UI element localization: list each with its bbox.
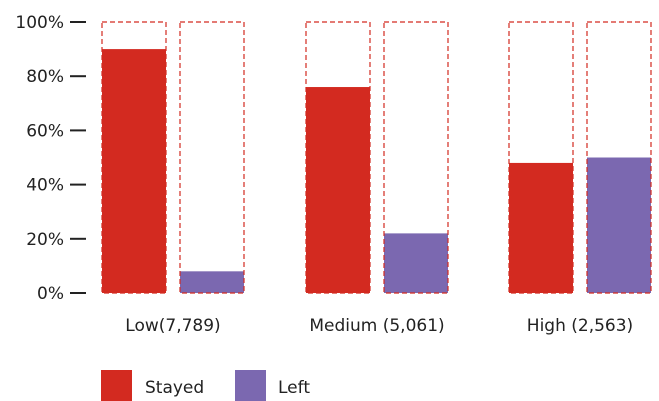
y-tick-label-4: 80% <box>26 67 64 87</box>
legend: Stayed Left <box>101 370 310 401</box>
x-axis-labels: Low(7,789) Medium (5,061) High (2,563) <box>125 316 633 336</box>
legend-swatch-stayed <box>101 370 132 401</box>
bar-left-2 <box>587 157 651 293</box>
y-tick-label-1: 20% <box>26 230 64 250</box>
legend-swatch-left <box>235 370 266 401</box>
bar-outline-stayed-1 <box>305 21 371 294</box>
bars <box>101 21 652 294</box>
bar-outline-left-1 <box>383 21 449 294</box>
bar-left-0 <box>180 271 244 293</box>
y-tick-label-5: 100% <box>15 13 64 33</box>
bar-left-1 <box>384 233 448 293</box>
bar-stayed-1 <box>306 87 370 293</box>
bar-outline-left-2 <box>586 21 652 294</box>
x-category-label-2: High (2,563) <box>527 316 633 336</box>
y-tick-label-3: 60% <box>26 121 64 141</box>
bar-outline-left-0 <box>179 21 245 294</box>
y-tick-label-0: 0% <box>37 284 64 304</box>
legend-label-left: Left <box>278 378 310 398</box>
bar-stayed-0 <box>102 49 166 293</box>
y-axis: 0% 20% 40% 60% 80% 100% <box>15 13 86 304</box>
legend-label-stayed: Stayed <box>145 378 204 398</box>
y-tick-label-2: 40% <box>26 176 64 196</box>
bar-outline-stayed-0 <box>101 21 167 294</box>
bar-outline-stayed-2 <box>508 21 574 294</box>
x-category-label-0: Low(7,789) <box>125 316 220 336</box>
bar-stayed-2 <box>509 162 573 293</box>
x-category-label-1: Medium (5,061) <box>309 316 444 336</box>
